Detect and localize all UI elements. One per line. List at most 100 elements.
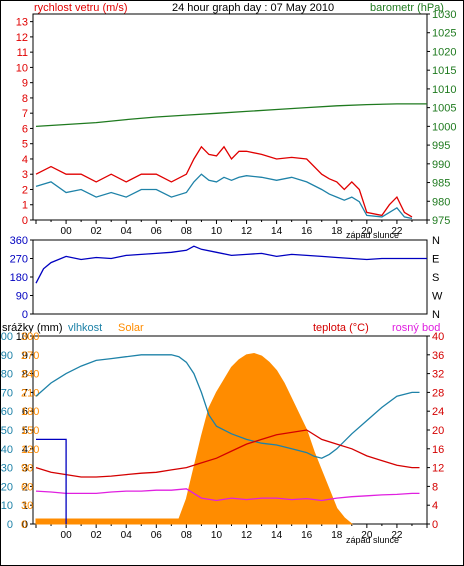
weather-x-tick-label: 14 [271, 530, 283, 541]
weather-x-tick-label: 02 [91, 530, 103, 541]
wind-panel [32, 13, 428, 221]
wind-x-tick-label: 02 [91, 226, 103, 237]
solar-tick-label: 120 [21, 444, 39, 456]
humidity-tick-label: 50 [1, 425, 13, 437]
wind-x-tick-label: 04 [121, 226, 133, 237]
solar-tick-label: 150 [21, 425, 39, 437]
wind-direction-tick-label: 180 [10, 272, 28, 284]
humidity-tick-label: 30 [1, 463, 13, 475]
wind-speed-tick-label: 11 [17, 47, 28, 59]
humidity-tick-label: 80 [1, 369, 13, 381]
wind-gust-line [35, 145, 413, 218]
solar-tick-label: 210 [21, 387, 39, 399]
weather-x-tick-label: 10 [211, 530, 223, 541]
rain-tick-label: 1 [22, 500, 28, 512]
solar-tick-label: 300 [21, 331, 39, 343]
humidity-line [35, 354, 420, 459]
wind-speed-tick-label: 4 [22, 154, 28, 166]
temperature-tick-label: 36 [432, 350, 444, 362]
wind-x-tick-label: 08 [181, 226, 193, 237]
wind-speed-axis-label: rychlost vetru (m/s) [34, 2, 128, 14]
humidity-tick-label: 0 [7, 519, 13, 531]
temperature-tick-label: 40 [432, 331, 444, 343]
wind-speed-tick-label: 9 [22, 78, 28, 90]
wind-x-tick-label: 10 [211, 226, 223, 237]
barometer-tick-label: 1005 [432, 103, 456, 115]
wind-x-tick-label: 06 [151, 226, 163, 237]
barometer-tick-label: 1015 [432, 65, 456, 77]
temperature-axis-label: teplota (°C) [313, 322, 369, 334]
wind-x-tick-label: 20 [361, 226, 373, 237]
rain-tick-label: 5 [22, 425, 28, 437]
solar-tick-label: 90 [21, 463, 33, 475]
wind-x-tick-label: 16 [301, 226, 313, 237]
wind-x-tick-label: 00 [61, 226, 73, 237]
rain-tick-label: 0 [22, 519, 28, 531]
humidity-tick-label: 90 [1, 350, 13, 362]
wind-x-tick-label: 22 [391, 226, 403, 237]
wind-sunset-label: západ slunce [346, 230, 399, 240]
barometer-tick-label: 1025 [432, 28, 456, 40]
wind-speed-tick-label: 12 [16, 32, 28, 44]
rain-tick-label: 9 [22, 350, 28, 362]
wind-speed-tick-label: 5 [22, 139, 28, 151]
compass-label: S [432, 272, 439, 284]
barometer-tick-label: 985 [432, 178, 450, 190]
wind-speed-tick-label: 7 [22, 108, 28, 120]
compass-label: N [432, 309, 440, 321]
rain-tick-label: 2 [22, 481, 28, 493]
weather-x-tick-label: 16 [301, 530, 313, 541]
temperature-tick-label: 24 [432, 406, 444, 418]
rain-tick-label: 3 [22, 463, 28, 475]
wind-direction-tick-label: 90 [16, 291, 28, 303]
weather-x-tick-label: 22 [391, 530, 403, 541]
humidity-tick-label: 100 [0, 331, 13, 343]
weather-x-tick-label: 18 [331, 530, 343, 541]
rain-axis-label: srážky (mm) [2, 322, 63, 334]
weather-x-tick-label: 20 [361, 530, 373, 541]
temperature-line [35, 429, 420, 478]
humidity-tick-label: 70 [1, 387, 13, 399]
barometer-tick-label: 975 [432, 215, 450, 227]
barometer-tick-label: 990 [432, 159, 450, 171]
weather-x-tick-label: 04 [121, 530, 133, 541]
wind-speed-tick-label: 6 [22, 123, 28, 135]
solar-tick-label: 240 [21, 369, 39, 381]
humidity-tick-label: 60 [1, 406, 13, 418]
rain-tick-label: 4 [22, 444, 28, 456]
barometer-tick-label: 1030 [432, 9, 456, 21]
weather-x-tick-label: 00 [61, 530, 73, 541]
compass-label: N [432, 235, 440, 247]
temperature-tick-label: 12 [432, 463, 444, 475]
rain-tick-label: 8 [22, 369, 28, 381]
weather-x-tick-label: 12 [241, 530, 253, 541]
barometer-axis-label: barometr (hPa) [370, 2, 444, 14]
solar-tick-label: 30 [21, 500, 33, 512]
wind-average-line [35, 173, 413, 220]
solar-tick-label: 60 [21, 481, 33, 493]
rain-tick-label: 6 [22, 406, 28, 418]
weather-x-tick-label: 08 [181, 530, 193, 541]
wind-speed-tick-label: 2 [22, 184, 28, 196]
solar-tick-label: 0 [21, 519, 27, 531]
compass-label: W [432, 291, 443, 303]
temperature-tick-label: 0 [432, 519, 438, 531]
temperature-tick-label: 8 [432, 481, 438, 493]
wind-direction-tick-label: 360 [10, 235, 28, 247]
humidity-tick-label: 20 [1, 481, 13, 493]
barometer-tick-label: 1010 [432, 84, 456, 96]
barometer-tick-label: 995 [432, 140, 450, 152]
wind-direction-line [35, 245, 427, 284]
wind-speed-tick-label: 1 [22, 200, 28, 212]
wind-speed-tick-label: 8 [22, 93, 28, 105]
solar-tick-label: 180 [21, 406, 39, 418]
temperature-tick-label: 28 [432, 387, 444, 399]
barometer-line [35, 103, 427, 128]
compass-label: E [432, 254, 439, 266]
temperature-tick-label: 20 [432, 425, 444, 437]
wind-speed-tick-label: 13 [16, 17, 28, 29]
barometer-tick-label: 980 [432, 196, 450, 208]
solar-tick-label: 270 [21, 350, 39, 362]
